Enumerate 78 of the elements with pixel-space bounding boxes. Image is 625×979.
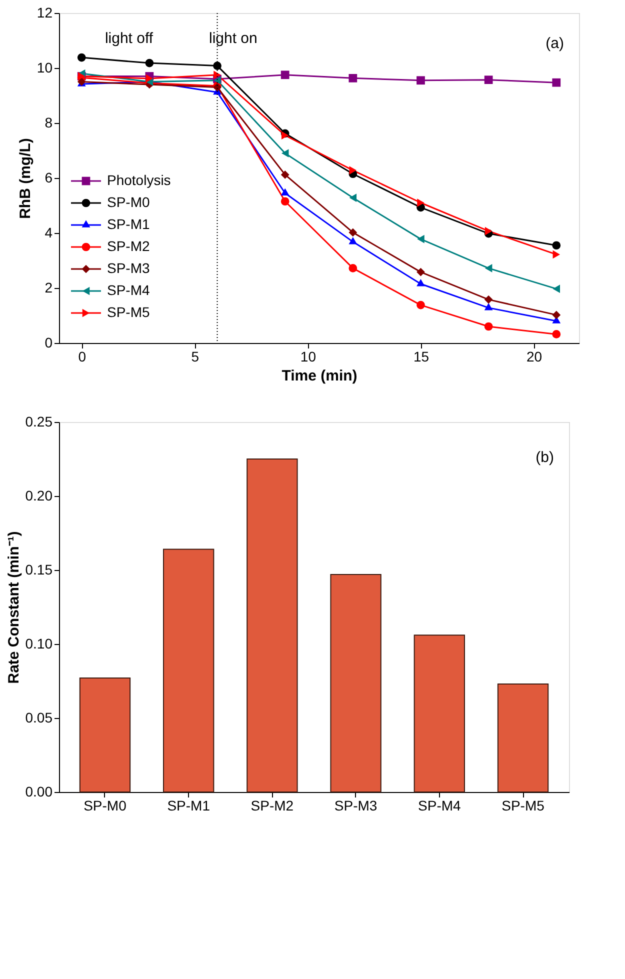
point [552, 284, 560, 294]
x-tick-label: SP-M1 [167, 798, 210, 814]
point [484, 302, 493, 310]
point [416, 300, 425, 310]
point [416, 279, 425, 286]
legend-label: SP-M5 [107, 304, 150, 320]
legend-label: SP-M4 [107, 282, 150, 298]
point [484, 264, 492, 272]
point [416, 268, 425, 276]
x-tick-label: SP-M5 [502, 798, 545, 814]
point [145, 58, 154, 68]
point [348, 74, 358, 82]
y-tick-label: 0.25 [25, 414, 53, 430]
point [280, 70, 290, 80]
x-tick-label: SP-M2 [250, 798, 294, 814]
point [484, 226, 492, 236]
point [484, 76, 493, 84]
y-tick-label: 0.15 [25, 562, 53, 578]
y-tick-label: 2 [44, 280, 53, 296]
point [280, 170, 290, 179]
bar [246, 458, 298, 792]
y-tick-label: 10 [36, 60, 53, 76]
annotation: light on [209, 30, 258, 47]
y-tick-label: 0.05 [25, 710, 53, 726]
annotation: light off [104, 30, 154, 47]
x-tick-label: SP-M0 [84, 798, 127, 814]
x-tick-label: 5 [191, 348, 200, 364]
point [416, 76, 425, 85]
x-tick-label: 20 [526, 348, 542, 364]
point [552, 330, 561, 338]
y-tick-label: 0.00 [25, 784, 53, 800]
legend-label: SP-M3 [107, 260, 150, 276]
bar [414, 634, 465, 792]
y-tick-label: 12 [36, 4, 53, 20]
point [213, 62, 222, 70]
point [552, 310, 561, 320]
y-axis-title: RhB (mg/L) [16, 138, 34, 219]
y-tick-label: 8 [44, 114, 53, 130]
point [552, 241, 561, 250]
point [146, 74, 154, 83]
y-tick-label: 4 [44, 224, 53, 240]
y-tick-label: 0.10 [25, 636, 53, 652]
point [484, 322, 493, 331]
legend-label: Photolysis [107, 172, 171, 188]
bar [330, 574, 382, 792]
x-tick-label: 0 [78, 348, 86, 364]
y-tick-label: 0 [44, 334, 53, 350]
x-axis-title: Time (min) [282, 368, 358, 384]
point [552, 78, 561, 87]
y-axis-title: Rate Constant (min⁻¹) [5, 531, 22, 684]
annotation: (b) [536, 449, 554, 466]
point [214, 70, 221, 80]
bar [79, 678, 131, 792]
point [552, 250, 560, 259]
legend-label: SP-M0 [107, 194, 150, 210]
point [281, 149, 289, 158]
bar [497, 683, 549, 792]
x-tick-label: 15 [413, 348, 430, 364]
point [348, 236, 358, 244]
legend-label: SP-M2 [107, 238, 150, 254]
x-tick-label: SP-M3 [334, 798, 378, 814]
bar [163, 548, 214, 792]
point [484, 295, 493, 304]
point [348, 228, 358, 237]
point [417, 198, 424, 207]
point [77, 53, 86, 62]
point [348, 264, 358, 272]
legend-label: SP-M1 [107, 216, 150, 232]
y-tick-label: 0.20 [25, 488, 53, 504]
point [349, 194, 357, 202]
annotation: (a) [546, 35, 564, 52]
point [280, 197, 290, 206]
point [349, 166, 357, 174]
y-tick-label: 6 [44, 170, 53, 186]
point [280, 188, 290, 196]
x-tick-label: SP-M4 [418, 798, 462, 814]
point [417, 234, 424, 244]
x-tick-label: 10 [300, 348, 316, 364]
